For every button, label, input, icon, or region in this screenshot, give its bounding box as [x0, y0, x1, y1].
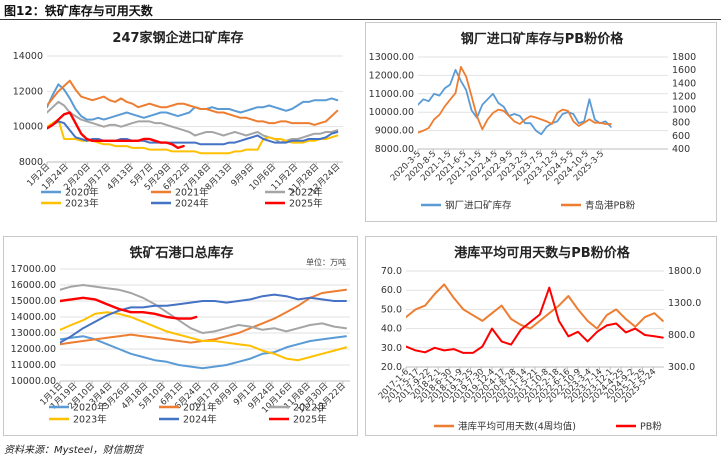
- y2-tick-label: 600: [672, 131, 690, 142]
- y-tick-label: 9000.00: [375, 126, 414, 137]
- series-line-2022年: [47, 100, 339, 144]
- y2-tick-label: 1300.0: [668, 298, 701, 309]
- source-note: 资料来源：Mysteel，财信期货: [4, 445, 143, 456]
- y-tick-label: 50.0: [381, 304, 402, 315]
- series-line-2023年: [47, 118, 339, 155]
- y2-tick-label: 1000: [672, 105, 696, 116]
- title-rule: [0, 19, 721, 20]
- series-group: [418, 66, 612, 136]
- legend-label: 2025年: [293, 414, 327, 426]
- series-line-2025年: [47, 111, 185, 150]
- legend-label: 2023年: [65, 198, 99, 210]
- y-tick-label: 14000.00: [11, 312, 56, 323]
- legend-label: PB粉: [640, 421, 662, 433]
- y-tick-label: 10000.00: [11, 376, 56, 387]
- chart-panel-steel-mill-inventory: 247家钢企进口矿库存 8000 10000 12000 14000 1月2日 1月24日 2…: [3, 22, 353, 222]
- legend-label: 港库平均可用天数(4周均值): [458, 421, 576, 433]
- unit-label: 单位：万吨: [306, 257, 346, 267]
- chart-panel-days-vs-pb: 港库平均可用天数与PB粉价格 20.0 30.0 40.0 50.0 60.0 70.0 30…: [365, 236, 717, 436]
- legend-label: 2024年: [183, 414, 217, 426]
- y-tick-label: 70.0: [381, 266, 402, 277]
- y-tick-label: 11000.00: [11, 360, 56, 371]
- legend-label: 2020年: [65, 187, 99, 199]
- chart-title: 247家钢企进口矿库存: [112, 30, 243, 46]
- series-line-2025年: [60, 296, 198, 320]
- chart-svg: 247家钢企进口矿库存80001000012000140001月2日1月24日2…: [13, 30, 343, 210]
- y2-tick-label: 300.0: [668, 362, 695, 373]
- y-tick-label: 14000: [13, 51, 43, 62]
- y-tick-label: 30.0: [381, 343, 402, 354]
- chart-panel-port-inventory: 铁矿石港口总库存单位：万吨 10000.00 11000.00 12000.00 130…: [3, 236, 358, 436]
- y-tick-label: 8000: [19, 157, 43, 168]
- y-tick-label: 17000.00: [11, 264, 56, 275]
- y2-tick-label: 1400: [672, 78, 696, 89]
- series-line-2020年: [47, 83, 339, 121]
- y-tick-label: 12000.00: [369, 70, 414, 81]
- y-tick-label: 16000.00: [11, 280, 56, 291]
- legend-label: 2020年: [73, 402, 107, 414]
- y-tick-label: 13000.00: [11, 328, 56, 339]
- y-tick-label: 20.0: [381, 362, 402, 373]
- y-tick-label: 40.0: [381, 324, 402, 335]
- y-tick-label: 15000.00: [11, 296, 56, 307]
- y-tick-label: 13000.00: [369, 52, 414, 63]
- y2-tick-label: 400: [672, 144, 690, 155]
- series-line-2023年: [60, 311, 347, 362]
- y-tick-label: 12000.00: [11, 344, 56, 355]
- y-tick-label: 8000.00: [375, 144, 414, 155]
- figure-title: 图12：铁矿库存与可用天数: [4, 4, 153, 18]
- series-line-2024年: [60, 293, 347, 344]
- series-line-2024年: [47, 120, 339, 146]
- y2-tick-label: 800.0: [668, 330, 695, 341]
- legend-label: 2022年: [293, 402, 327, 414]
- series-line-青岛港PB粉: [418, 66, 612, 134]
- legend-label: 2025年: [289, 198, 323, 210]
- series-line-钢厂进口矿库存: [418, 69, 612, 136]
- y2-tick-label: 1600: [672, 65, 696, 76]
- series-line-港库平均可用天数(4周均值): [406, 283, 664, 330]
- series-line-2022年: [60, 284, 347, 334]
- chart-svg: 钢厂进口矿库存与PB粉价格 8000.00 9000.00 10000.00 11000…: [369, 31, 697, 212]
- y2-tick-label: 1800.0: [668, 266, 701, 277]
- y-tick-label: 10000.00: [369, 107, 414, 118]
- chart-svg: 港库平均可用天数与PB粉价格 20.0 30.0 40.0 50.0 60.0 70.0 30…: [377, 245, 701, 433]
- legend-label: 青岛港PB粉: [585, 200, 636, 212]
- series-line-2020年: [60, 335, 347, 370]
- y-tick-label: 60.0: [381, 285, 402, 296]
- legend-label: 2023年: [73, 414, 107, 426]
- y-tick-label: 11000.00: [369, 89, 414, 100]
- chart-title: 钢厂进口矿库存与PB粉价格: [461, 31, 624, 47]
- series-group: [47, 79, 339, 155]
- legend-label: 2021年: [175, 187, 209, 199]
- legend-label: 2024年: [175, 198, 209, 210]
- series-line-PB粉: [406, 286, 664, 354]
- chart-panel-mill-inventory-vs-pb: 钢厂进口矿库存与PB粉价格 8000.00 9000.00 10000.00 11000…: [365, 22, 717, 222]
- y2-tick-label: 1200: [672, 91, 696, 102]
- series-group: [60, 284, 347, 370]
- series-group: [406, 283, 664, 354]
- y-tick-label: 12000: [13, 86, 43, 97]
- legend-label: 2022年: [289, 187, 323, 199]
- y2-tick-label: 800: [672, 118, 690, 129]
- chart-title: 港库平均可用天数与PB粉价格: [454, 245, 630, 261]
- legend-label: 2021年: [183, 402, 217, 414]
- legend-label: 钢厂进口矿库存: [445, 200, 512, 212]
- chart-title: 铁矿石港口总库存: [128, 245, 233, 261]
- y2-tick-label: 1800: [672, 52, 696, 63]
- series-line-2021年: [47, 79, 339, 126]
- y-tick-label: 10000: [13, 122, 43, 133]
